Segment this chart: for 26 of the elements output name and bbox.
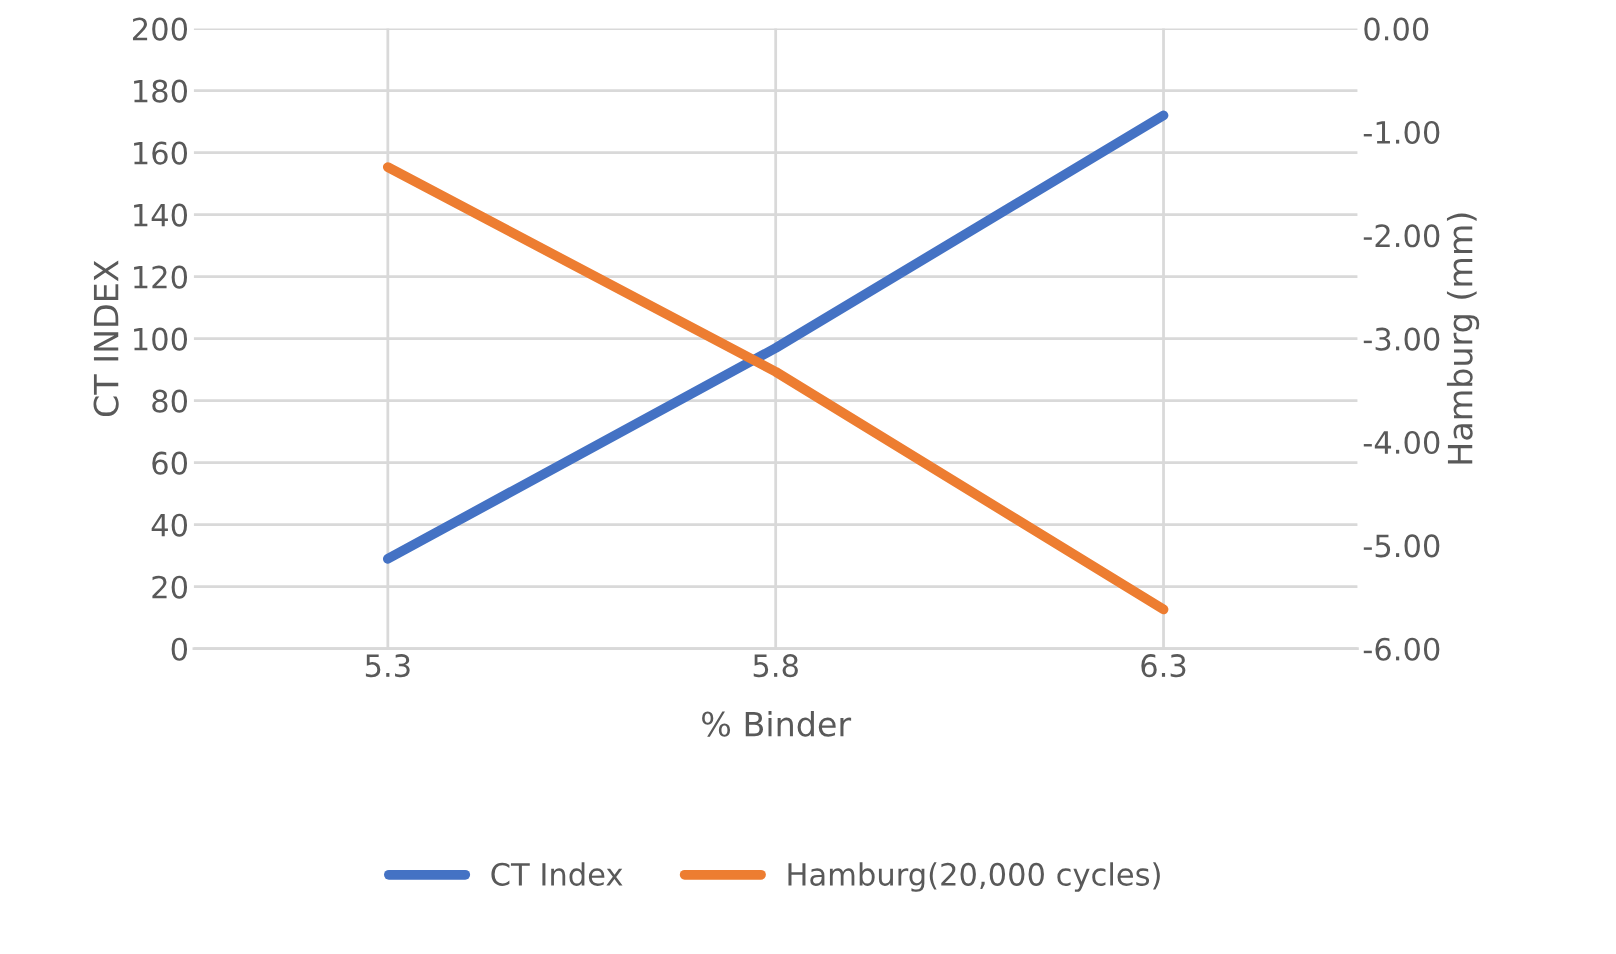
y-tick-label: 20 — [152, 575, 188, 599]
y2-tick-label: -1.00 — [1363, 120, 1440, 145]
y-tick-label: 180 — [134, 79, 188, 103]
y-axis-title: CT INDEX — [93, 260, 119, 417]
y-tick-label: 200 — [132, 17, 188, 41]
y2-tick-label: -3.00 — [1363, 327, 1440, 351]
y-tick-label: 140 — [134, 203, 188, 227]
y-tick-label: 60 — [152, 451, 188, 475]
x-axis-title: % Binder — [702, 710, 852, 737]
y2-tick-label: -2.00 — [1363, 224, 1440, 248]
y2-tick-label: 0.00 — [1364, 17, 1429, 41]
x-tick-label: 5.8 — [753, 654, 798, 678]
y-tick-label: 0 — [171, 637, 188, 661]
y-tick-label: 100 — [134, 327, 188, 351]
y-tick-label: 120 — [134, 265, 188, 289]
y2-tick-label: -5.00 — [1363, 534, 1440, 558]
y-tick-label: 40 — [151, 513, 188, 537]
y-tick-label: 80 — [152, 389, 188, 413]
y2-tick-label: -6.00 — [1363, 637, 1440, 661]
x-tick-label: 5.3 — [365, 654, 410, 678]
x-tick-label: 6.3 — [1141, 654, 1186, 678]
legend-label: Hamburg(20,000 cycles) — [788, 862, 1160, 892]
legend-label: CT Index — [491, 862, 623, 886]
y2-axis-title: Hamburg (mm) — [1446, 213, 1480, 464]
y-tick-label: 160 — [134, 141, 188, 165]
y2-tick-label: -4.00 — [1363, 430, 1440, 455]
